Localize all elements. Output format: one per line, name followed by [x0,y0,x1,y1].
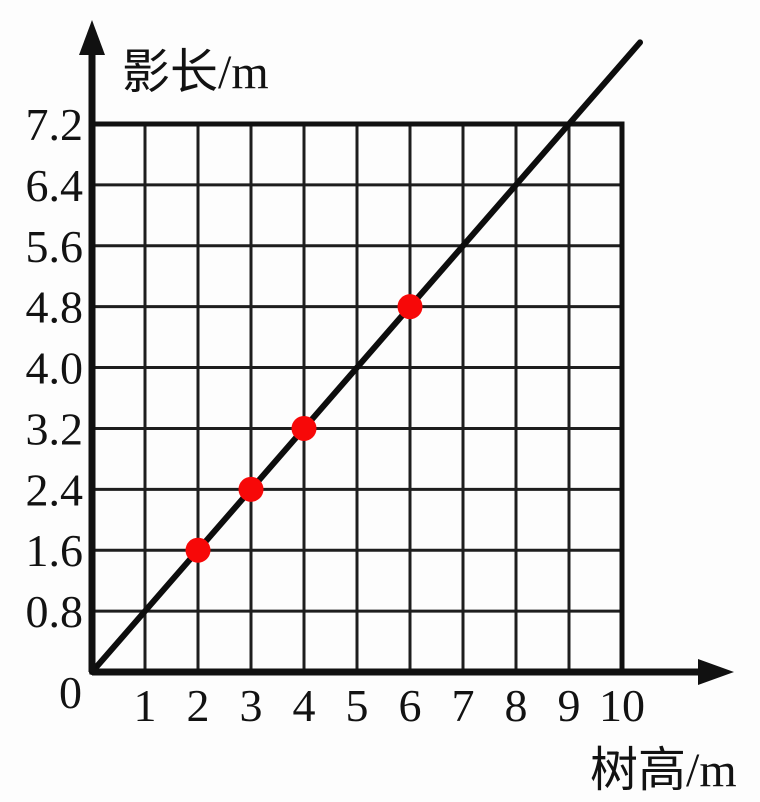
x-tick-label: 1 [134,680,157,731]
y-tick-label: 2.4 [26,464,84,515]
y-tick-label: 0.8 [26,586,84,637]
data-point [185,537,211,563]
x-tick-label: 6 [399,680,422,731]
x-tick-label: 9 [558,680,581,731]
data-point [291,415,317,441]
data-point [397,294,423,320]
y-tick-label: 6.4 [26,160,84,211]
x-tick-label: 5 [346,680,369,731]
origin-label: 0 [59,667,82,718]
x-tick-label: 10 [599,680,645,731]
x-tick-label: 2 [187,680,210,731]
x-tick-label: 3 [240,680,263,731]
x-tick-label: 8 [505,680,528,731]
y-tick-label: 3.2 [26,403,84,454]
y-tick-label: 4.8 [26,282,84,333]
x-tick-label: 4 [293,680,316,731]
y-tick-label: 1.6 [26,525,84,576]
x-axis-title: 树高/m [590,744,737,797]
y-tick-label: 5.6 [26,221,84,272]
y-axis-arrow-icon [79,20,105,55]
data-point [238,476,264,502]
trend-line [89,39,644,675]
x-tick-label: 7 [452,680,475,731]
y-tick-label: 7.2 [26,99,84,150]
y-tick-label: 4.0 [26,343,84,394]
x-axis-arrow-icon [698,659,734,685]
y-axis-title: 影长/m [122,46,269,99]
